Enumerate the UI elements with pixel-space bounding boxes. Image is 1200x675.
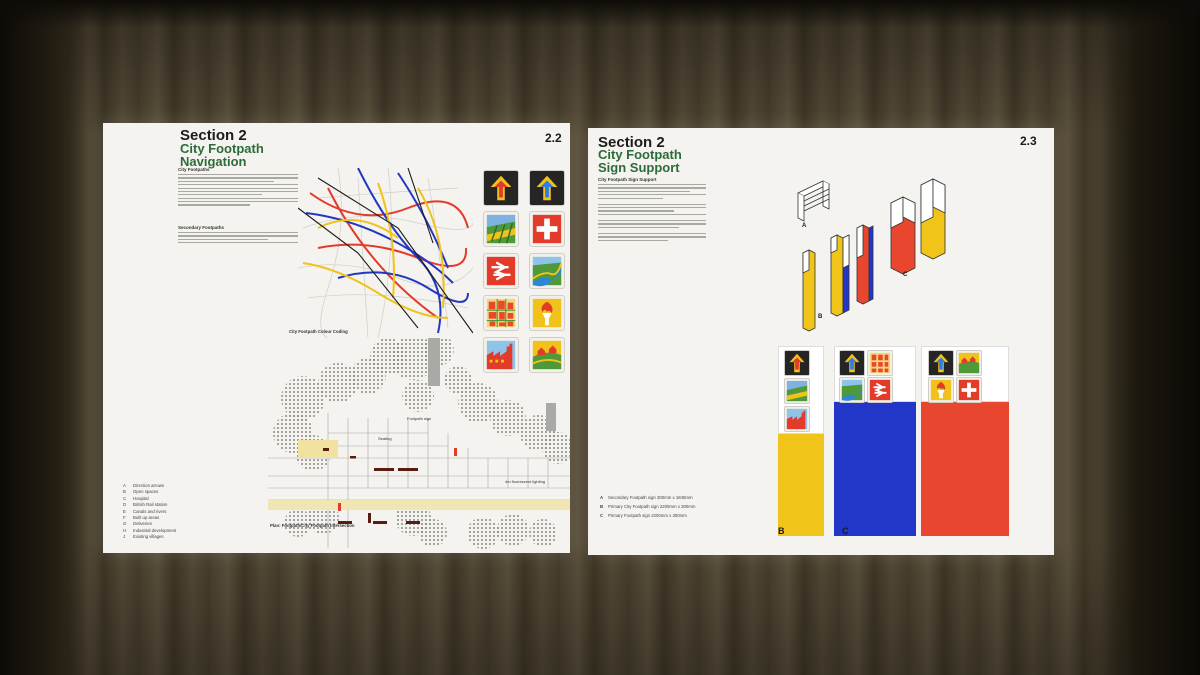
legend-row: B Open spaces [123, 489, 159, 495]
title-line-1: City Footpath [598, 147, 682, 162]
arrow-up-blue-icon [529, 170, 565, 206]
note-b: B Primary City Footpath sign 2200mm x 300… [600, 504, 696, 509]
icon-legend: A Direction arrows B Open spaces C Hospital… [123, 483, 176, 541]
legend-row: J Existing villages [123, 534, 164, 540]
arrow-up-red-icon [784, 350, 810, 376]
plan-label-seating: Seating [378, 436, 392, 441]
body-text-2 [178, 232, 298, 246]
subhead-city-footpaths: City Footpaths [178, 167, 210, 172]
village-icon [956, 350, 982, 376]
hospital-cross-icon [529, 211, 565, 247]
title-line-2: Sign Support [598, 160, 680, 175]
title-line-1: City Footpath [180, 141, 264, 156]
body-text-1 [178, 174, 298, 208]
fields-icon [483, 211, 519, 247]
river-icon [529, 253, 565, 289]
river-icon [839, 377, 865, 403]
dark-edge-top [0, 0, 1200, 28]
subhead-secondary-footpaths: Secondary Footpaths [178, 225, 225, 230]
arrow-up-blue-icon [928, 350, 954, 376]
legend-row: E Canals and rivers [123, 508, 167, 514]
support-label-c: C [903, 272, 908, 278]
support-a [797, 180, 830, 222]
plan-label-footpath-sign: Footpath sign [407, 416, 432, 421]
body-text [598, 184, 706, 243]
page-number: 2.2 [545, 131, 562, 145]
dark-edge-right [1090, 0, 1200, 675]
support-label-a: A [802, 223, 807, 229]
industry-icon [483, 337, 519, 373]
page-number: 2.3 [1020, 134, 1037, 148]
plan-caption: Plan: Footpath/City Footpath Intersectio… [270, 523, 355, 528]
section-heading: Section 2 [598, 134, 665, 151]
fields-icon [784, 378, 810, 404]
hospital-cross-icon [956, 377, 982, 403]
legend-row: D British Rail station [123, 502, 168, 508]
bar-label-b: B [778, 526, 785, 536]
village-icon [529, 337, 565, 373]
plan-label-lighting: 4m fluorescent lighting [505, 479, 546, 484]
torch-icon [928, 377, 954, 403]
sign-support-isometric [797, 178, 946, 332]
page-title: City Footpath Sign Support [598, 148, 758, 174]
title-line-2: Navigation [180, 154, 247, 169]
industry-icon [784, 406, 810, 432]
note-c: C Primary Footpath sign 2200mm x 300mm [600, 513, 687, 518]
torch-icon [529, 295, 565, 331]
section-heading: Section 2 [180, 127, 247, 144]
subhead-sign-support: City Footpath Sign Support [598, 177, 657, 182]
legend-row: G Deliveries [123, 521, 152, 527]
british-rail-icon [867, 377, 893, 403]
built-up-icon [867, 350, 893, 376]
bar-label-c: C [842, 526, 849, 536]
intersection-plan [268, 338, 570, 549]
sign-notes: A Secondary Footpath sign 300mm x 1845mm … [600, 495, 695, 522]
footpath-colour-map [298, 168, 473, 338]
map-caption: City Footpath Colour Coding [289, 329, 348, 334]
slide-sign-support: Section 2 City Footpath Sign Support 2.3… [588, 128, 1054, 555]
page-title: City Footpath Navigation [180, 142, 340, 168]
support-b [802, 224, 874, 332]
support-label-b: B [818, 314, 823, 320]
slide-navigation: Section 2 City Footpath Navigation 2.2 C… [103, 123, 570, 553]
legend-row: H Industrial development [123, 527, 177, 533]
support-c [890, 178, 946, 275]
built-up-icon [483, 295, 519, 331]
legend-row: A Direction arrows [123, 483, 165, 488]
arrow-up-red-icon [483, 170, 519, 206]
legend-row: C Hospital [123, 495, 149, 501]
legend-row: F Built up areas [123, 514, 160, 520]
arrow-up-blue-icon [839, 350, 865, 376]
note-a: A Secondary Footpath sign 300mm x 1845mm [600, 495, 693, 500]
british-rail-icon [483, 253, 519, 289]
dark-edge-left [0, 0, 95, 675]
